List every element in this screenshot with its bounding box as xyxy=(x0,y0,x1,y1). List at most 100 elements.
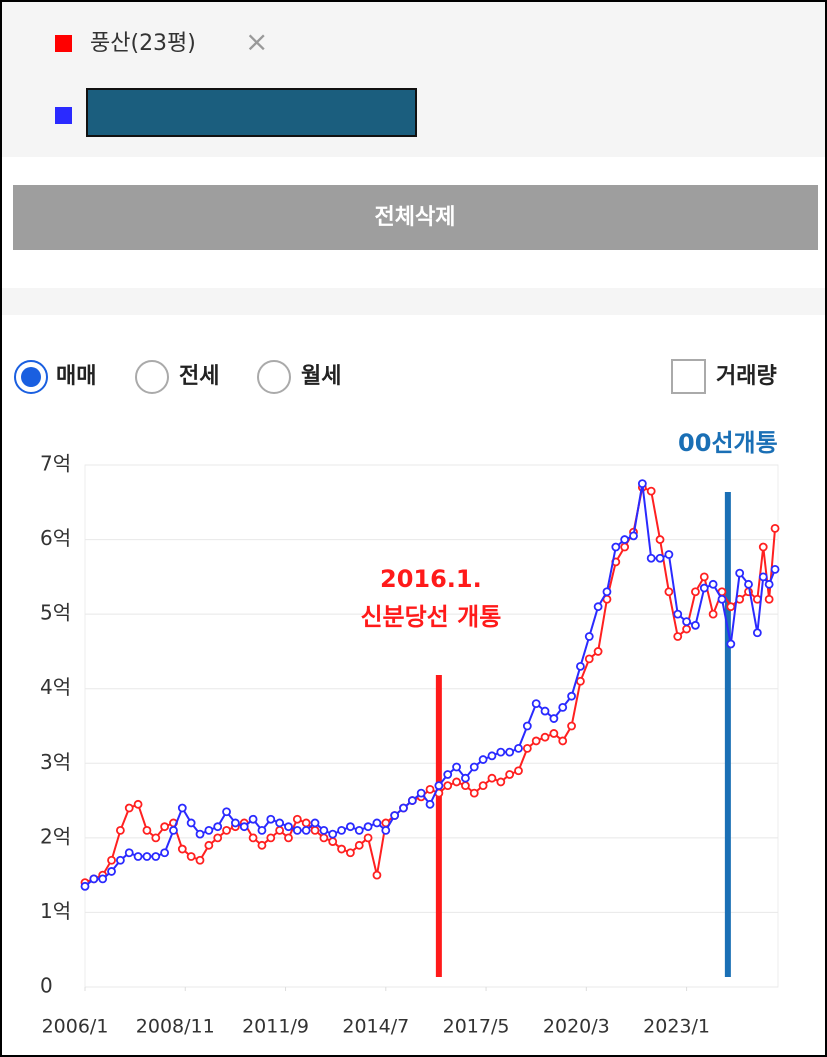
point xyxy=(708,579,718,589)
checkbox[interactable] xyxy=(671,359,706,394)
point xyxy=(390,811,400,820)
point xyxy=(469,788,479,798)
point xyxy=(708,609,718,619)
point xyxy=(275,818,285,828)
point xyxy=(735,568,745,578)
point xyxy=(142,826,152,835)
radio-label[interactable]: 전세 xyxy=(179,364,219,389)
point xyxy=(301,818,311,828)
point xyxy=(151,852,161,861)
point xyxy=(292,814,302,824)
radio[interactable] xyxy=(135,360,169,394)
point xyxy=(337,826,346,835)
point xyxy=(142,852,152,861)
point xyxy=(664,550,674,559)
point xyxy=(505,770,515,779)
button-label[interactable]: 전체삭제 xyxy=(375,205,456,230)
point xyxy=(381,826,391,835)
point xyxy=(434,781,444,791)
y-tick-label: 6억 xyxy=(40,526,71,550)
x-tick-label: 2006/1 xyxy=(42,1016,109,1038)
point xyxy=(115,826,125,835)
point xyxy=(177,803,187,813)
point xyxy=(204,840,214,850)
point xyxy=(461,781,470,791)
annotation-text: 2016.1. xyxy=(380,565,482,593)
point xyxy=(230,818,240,828)
point xyxy=(620,542,630,552)
point xyxy=(487,773,497,783)
point xyxy=(151,833,161,843)
point xyxy=(478,781,488,791)
point xyxy=(319,833,329,843)
point xyxy=(549,729,559,738)
point xyxy=(98,874,108,884)
point xyxy=(673,609,683,619)
point xyxy=(266,814,276,824)
checkbox-label[interactable]: 거래량 xyxy=(716,364,777,389)
radio-label[interactable]: 월세 xyxy=(301,364,341,389)
point xyxy=(452,777,461,787)
point xyxy=(764,579,774,589)
x-tick-label: 2011/9 xyxy=(242,1016,309,1038)
point xyxy=(124,803,134,813)
point xyxy=(531,736,541,746)
point xyxy=(496,777,506,787)
point xyxy=(770,565,780,574)
point xyxy=(248,814,258,824)
radio-label[interactable]: 매매 xyxy=(56,364,96,389)
legend-swatch xyxy=(55,35,72,52)
point xyxy=(593,647,603,656)
point xyxy=(584,654,594,664)
point xyxy=(691,620,700,630)
point xyxy=(213,822,223,832)
point xyxy=(452,762,461,772)
x-tick-label: 2020/3 xyxy=(543,1016,610,1038)
x-tick-label: 2008/11 xyxy=(136,1016,215,1038)
radio-dot xyxy=(21,367,41,387)
point xyxy=(328,829,338,839)
point xyxy=(310,826,320,835)
point xyxy=(522,721,532,731)
delete-all-button[interactable] xyxy=(13,185,818,250)
point xyxy=(629,531,638,541)
radio[interactable] xyxy=(257,360,291,394)
point xyxy=(726,639,736,649)
point xyxy=(186,852,196,861)
point xyxy=(301,826,311,835)
point xyxy=(567,721,576,731)
point xyxy=(89,874,99,884)
point xyxy=(346,822,355,832)
point xyxy=(655,553,665,563)
point xyxy=(611,542,621,552)
annotation-text: 00선개통 xyxy=(678,429,778,457)
annotation-text: 신분당선 개통 xyxy=(360,603,501,631)
point xyxy=(443,770,453,779)
point xyxy=(310,818,320,828)
point xyxy=(399,803,408,813)
point xyxy=(354,840,364,850)
point xyxy=(620,535,630,544)
point xyxy=(363,822,373,832)
point xyxy=(699,572,709,582)
point xyxy=(239,822,249,832)
y-tick-label: 0 xyxy=(40,974,53,998)
y-tick-label: 2억 xyxy=(40,824,71,848)
point xyxy=(115,855,125,865)
point xyxy=(478,755,488,764)
point xyxy=(593,602,603,612)
point xyxy=(133,852,143,861)
point xyxy=(328,837,338,846)
y-tick-label: 7억 xyxy=(40,452,71,476)
point xyxy=(257,840,267,850)
close-button[interactable]: × xyxy=(245,25,268,58)
point xyxy=(195,829,205,839)
point xyxy=(213,833,223,843)
point xyxy=(758,542,768,552)
y-tick-label: 3억 xyxy=(40,750,71,774)
point xyxy=(531,699,541,709)
point xyxy=(160,822,170,832)
point xyxy=(602,587,612,597)
